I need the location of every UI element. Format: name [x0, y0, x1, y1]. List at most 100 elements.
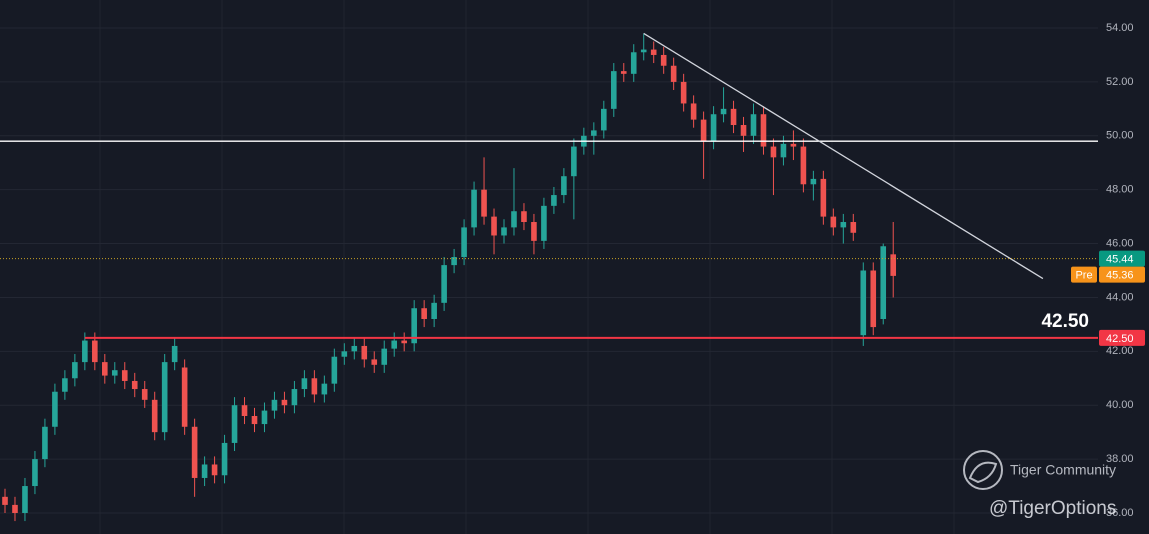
candle-body	[750, 114, 757, 136]
candle-body	[221, 442, 228, 476]
candle-body	[72, 362, 78, 379]
candle-body	[62, 378, 68, 392]
y-tick-label: 40.00	[1106, 399, 1134, 411]
candle-body	[331, 356, 338, 384]
overlay: 42.50 42.50 45.44 Pre 45.36	[0, 32, 1145, 346]
y-tick-label: 48.00	[1106, 184, 1134, 196]
candle-body	[291, 389, 298, 406]
candle-body	[321, 383, 328, 395]
candle-body	[451, 257, 457, 266]
candle-body	[141, 389, 148, 400]
candle-body	[201, 464, 208, 478]
candle-body	[501, 227, 507, 236]
candle-body	[780, 143, 787, 158]
y-tick-label: 38.00	[1106, 453, 1134, 465]
candle-body	[850, 222, 857, 233]
candle-body	[481, 189, 487, 217]
candle-body	[52, 391, 58, 427]
last-price-badge	[1099, 250, 1145, 267]
candle-body	[301, 378, 308, 390]
candle-body	[830, 216, 837, 228]
candle-body	[620, 71, 627, 74]
candle-body	[191, 426, 198, 478]
y-tick-label: 36.00	[1106, 507, 1134, 519]
candle-body	[650, 49, 657, 55]
y-tick-label: 52.00	[1106, 76, 1134, 88]
support-badge-label: 42.50	[1106, 333, 1134, 345]
candle-body	[820, 178, 827, 217]
candle-body	[151, 399, 158, 433]
candle-body	[371, 359, 378, 365]
candle-body	[401, 340, 407, 344]
candle-body	[810, 178, 817, 185]
candle-body	[82, 340, 88, 363]
candle-body	[800, 146, 807, 185]
candle-body	[551, 195, 557, 206]
plot	[2, 33, 897, 522]
candle-body	[591, 130, 597, 136]
premarket-label: 45.36	[1106, 270, 1134, 282]
candle-body	[271, 399, 278, 411]
candle-body	[890, 254, 897, 276]
candle-body	[12, 504, 18, 513]
y-tick-label: 46.00	[1106, 237, 1134, 249]
candle-body	[181, 367, 188, 427]
watermark: Tiger Community @TigerOptions	[963, 450, 1116, 519]
premarket-tag-bg	[1071, 266, 1097, 283]
candle-body	[730, 108, 737, 126]
y-tick-label: 42.00	[1106, 345, 1134, 357]
candle-body	[700, 119, 707, 142]
candle-body	[640, 49, 647, 53]
candle-body	[710, 114, 717, 142]
candle-body	[670, 65, 677, 82]
candle-body	[431, 302, 437, 319]
candle-body	[630, 52, 637, 74]
candle-body	[541, 205, 547, 241]
candle-body	[161, 362, 168, 433]
candle-body	[22, 486, 28, 513]
candle-body	[131, 380, 138, 390]
candle-body	[241, 405, 248, 416]
premarket-tag: Pre	[1075, 270, 1092, 282]
candle-body	[111, 370, 118, 376]
candle-body	[471, 189, 477, 228]
logo-mark	[968, 461, 998, 484]
y-tick-label: 44.00	[1106, 291, 1134, 303]
candle-body	[840, 222, 847, 228]
vertical-grid	[99, 0, 955, 534]
candle-body	[491, 216, 497, 236]
candle-body	[311, 378, 318, 395]
candle-body	[121, 370, 128, 381]
y-tick-label: 54.00	[1106, 22, 1134, 34]
candle-body	[521, 211, 527, 223]
candle-body	[351, 345, 358, 352]
candle-body	[391, 340, 398, 349]
candle-body	[571, 146, 577, 177]
candle-body	[601, 108, 607, 131]
candle-body	[281, 399, 288, 406]
candle-body	[610, 71, 617, 109]
candle-body	[381, 348, 388, 365]
candle-body	[770, 146, 777, 158]
candle-body	[860, 270, 867, 336]
watermark-brand: Tiger Community	[1010, 462, 1116, 478]
candle-body	[411, 308, 417, 344]
candle-body	[2, 496, 8, 505]
support-annotation: 42.50	[1041, 311, 1089, 332]
candle-body	[561, 176, 567, 196]
candle-body	[531, 222, 537, 241]
candle-body	[251, 415, 258, 425]
candle-body	[341, 351, 348, 357]
logo-ring	[963, 450, 1003, 490]
candle-body	[760, 114, 767, 147]
candle-body	[92, 340, 98, 363]
candle-body	[680, 81, 687, 104]
candle-body	[211, 464, 218, 476]
candle-body	[461, 227, 467, 258]
y-tick-label: 50.00	[1106, 130, 1134, 142]
candle-body	[441, 265, 447, 303]
candle-body	[171, 345, 178, 363]
